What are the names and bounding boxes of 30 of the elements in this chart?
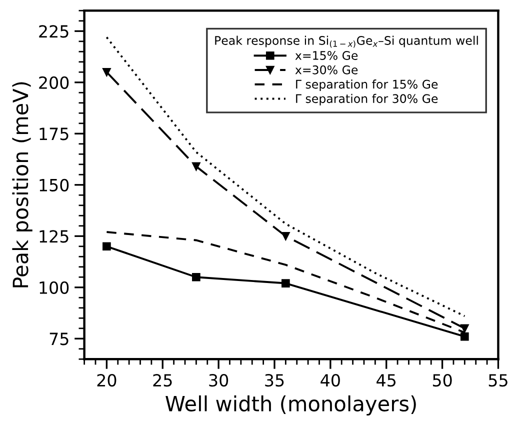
x-tick-label: 30 (209, 374, 228, 387)
point (192, 272, 200, 282)
legend-label: Γ separation for 15% Ge (296, 80, 438, 91)
y-tick-label: 200 (39, 76, 69, 89)
x-tick-label: 25 (153, 374, 172, 387)
x-tick-label: 20 (97, 374, 116, 387)
x-tick-label: 55 (488, 374, 508, 387)
point (102, 242, 111, 251)
point (460, 332, 469, 341)
x-tick-label: 50 (432, 374, 452, 387)
legend-title: Peak response in Si$_{(1−x)}$Ge$_{x}$–Si quantum well (215, 36, 478, 48)
y-tick-label: 225 (39, 25, 68, 38)
point (282, 279, 290, 288)
x-tick-label: 40 (320, 374, 340, 387)
point (102, 68, 111, 76)
y-tick-label: 125 (40, 230, 68, 243)
x-tick-label: 45 (376, 374, 396, 387)
point (282, 232, 290, 240)
x-axis-title: Well width (monolayers) (166, 395, 416, 416)
y-tick-label: 150 (40, 178, 69, 192)
point (192, 162, 200, 171)
x-tick-label: 35 (265, 374, 284, 387)
legend-label: x=30% Ge (295, 65, 358, 74)
y-tick-label: 100 (40, 281, 69, 294)
y-tick-label: 175 (40, 128, 68, 140)
y-axis-title: Peak position (meV) (12, 82, 32, 288)
legend-label: x=15% Ge (295, 51, 358, 60)
y-tick-label: 75 (50, 332, 68, 346)
legend-label: Γ separation for 30% Ge (296, 94, 438, 106)
point (460, 324, 469, 333)
